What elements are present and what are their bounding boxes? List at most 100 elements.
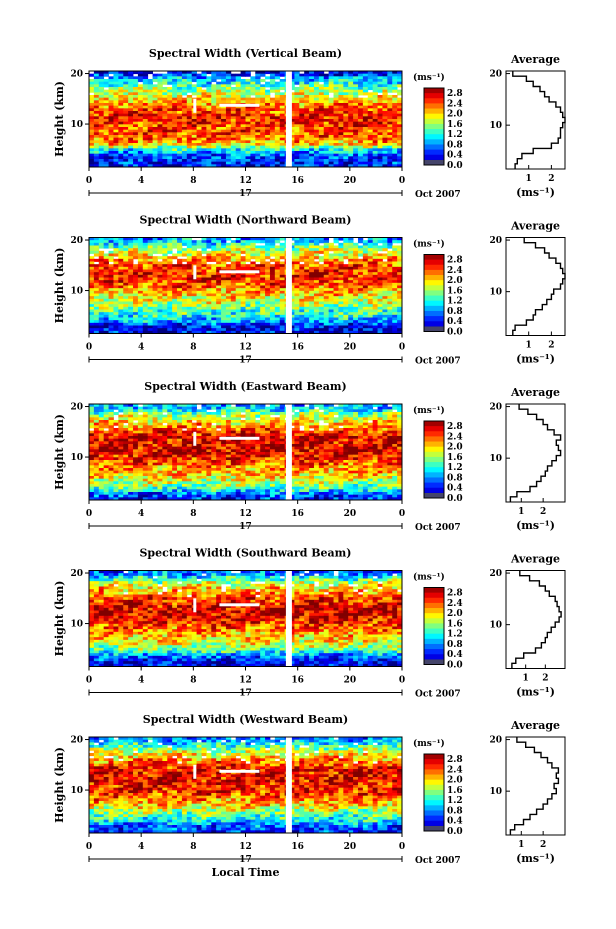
heatmap-cell <box>137 103 144 107</box>
heatmap-cell <box>172 76 178 80</box>
heatmap-cell <box>147 81 153 85</box>
heatmap-cell <box>147 325 153 329</box>
heatmap-cell <box>397 298 402 302</box>
heatmap-cell <box>142 95 149 99</box>
heatmap-cell <box>108 89 114 93</box>
heatmap-cell <box>367 301 374 305</box>
colorbar: 2.82.42.01.61.20.80.40.0 <box>423 254 463 338</box>
heatmap-cell <box>162 87 168 91</box>
heatmap-cell <box>123 89 129 93</box>
heatmap-cell <box>274 322 281 326</box>
heatmap-cell <box>245 132 251 136</box>
heatmap-cell <box>123 156 129 160</box>
heatmap-cell <box>240 132 246 136</box>
heatmap-cell <box>299 140 305 144</box>
heatmap-cell <box>123 409 129 413</box>
heatmap-cell <box>196 135 202 139</box>
heatmap-cell <box>304 409 310 413</box>
heatmap-cell <box>377 87 383 91</box>
heatmap-cell <box>269 153 276 157</box>
heatmap-cell <box>142 153 149 157</box>
heatmap-cell <box>172 253 178 257</box>
heatmap-cell <box>328 129 334 133</box>
heatmap-cell <box>279 417 286 421</box>
heatmap-cell <box>98 288 105 292</box>
heatmap-cell <box>128 288 134 292</box>
heatmap-cell <box>279 314 286 318</box>
heatmap-cell <box>323 116 330 120</box>
heatmap-cell <box>206 242 212 246</box>
heatmap-cell <box>260 95 266 99</box>
heatmap-cell <box>255 95 261 99</box>
heatmap-cell <box>98 105 105 109</box>
heatmap-cell <box>245 87 251 91</box>
heatmap-cell <box>230 328 237 332</box>
heatmap-cell <box>357 84 364 88</box>
heatmap-cell <box>299 288 305 292</box>
heatmap-cell <box>343 250 349 254</box>
heatmap-cell <box>309 301 315 305</box>
heatmap-cell <box>353 137 359 141</box>
heatmap-cell <box>328 314 334 318</box>
heatmap-cell <box>372 121 378 125</box>
heatmap-cell <box>387 105 393 109</box>
heatmap-cell <box>206 119 212 123</box>
heatmap-cell <box>240 148 246 152</box>
heatmap-cell <box>382 320 388 324</box>
heatmap-cell <box>348 266 354 270</box>
heatmap-cell <box>172 108 178 112</box>
heatmap-cell <box>397 258 402 262</box>
heatmap-cell <box>333 304 339 308</box>
heatmap-cell <box>137 159 144 163</box>
heatmap-cell <box>353 293 359 297</box>
heatmap-cell <box>265 84 271 88</box>
heatmap-cell <box>235 258 242 262</box>
heatmap-cell <box>357 79 364 83</box>
heatmap-cell <box>240 127 246 131</box>
heatmap-cell <box>172 242 178 246</box>
heatmap-cell <box>142 143 149 147</box>
heatmap-cell <box>113 84 119 88</box>
heatmap-cell <box>108 325 114 329</box>
heatmap-cell <box>133 290 139 294</box>
heatmap-cell <box>235 280 242 284</box>
heatmap-cell <box>206 296 212 300</box>
heatmap-cell <box>255 258 261 262</box>
heatmap-cell <box>98 412 105 416</box>
heatmap-cell <box>313 119 320 123</box>
heatmap-cell <box>123 97 129 101</box>
heatmap-cell <box>113 404 119 408</box>
heatmap-cell <box>89 414 95 418</box>
heatmap-cell <box>348 124 354 128</box>
heatmap-cell <box>304 322 310 326</box>
heatmap-cell <box>377 328 383 332</box>
heatmap-cell <box>279 245 286 249</box>
heatmap-cell <box>128 256 134 260</box>
heatmap-cell <box>348 261 354 265</box>
heatmap-cell <box>137 417 144 421</box>
heatmap-cell <box>225 87 232 91</box>
heatmap-cell <box>201 409 207 413</box>
heatmap-cell <box>265 100 271 104</box>
heatmap-cell <box>397 237 402 241</box>
heatmap-cell <box>167 140 173 144</box>
heatmap-cell <box>348 242 354 246</box>
heatmap-cell <box>196 108 202 112</box>
heatmap-cell <box>269 330 276 334</box>
heatmap-cell <box>98 282 105 286</box>
heatmap-cell <box>318 161 325 165</box>
heatmap-cell <box>118 237 124 241</box>
heatmap-cell <box>397 256 402 260</box>
heatmap-cell <box>255 306 261 310</box>
heatmap-cell <box>333 285 339 289</box>
heatmap-cell <box>167 119 173 123</box>
heatmap-cell <box>333 272 339 276</box>
heatmap-cell <box>162 320 168 324</box>
heatmap-cell <box>89 266 95 270</box>
heatmap-cell <box>211 127 217 131</box>
heatmap-cell <box>245 409 251 413</box>
heatmap-cell <box>235 129 242 133</box>
heatmap-cell <box>93 314 100 318</box>
heatmap-cell <box>318 280 325 284</box>
heatmap-cell <box>225 277 232 281</box>
